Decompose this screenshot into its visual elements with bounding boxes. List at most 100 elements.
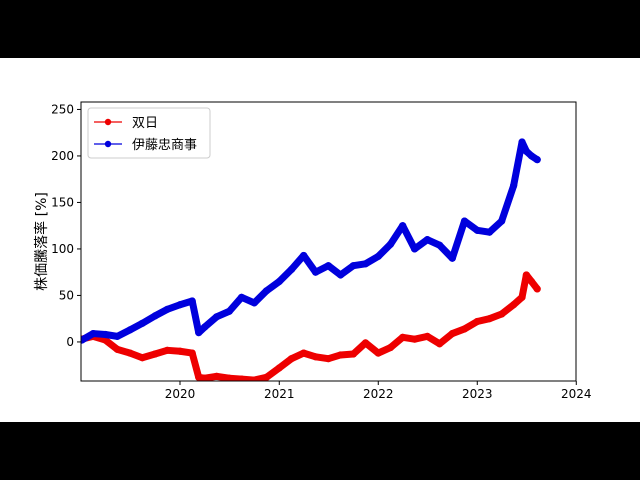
x-axis: 2020 2021 2022 2023 2024 — [165, 381, 592, 401]
data-point — [498, 310, 506, 318]
y-axis: 0 50 100 150 200 250 — [51, 102, 81, 349]
data-point — [435, 241, 444, 249]
data-point — [188, 297, 196, 305]
data-point — [262, 287, 271, 295]
data-point — [485, 315, 494, 323]
data-point — [287, 355, 296, 363]
data-point — [473, 226, 481, 234]
x-tick-label: 2024 — [561, 387, 592, 401]
data-point — [312, 268, 320, 276]
data-point — [225, 374, 233, 381]
data-point — [275, 364, 283, 372]
x-tick-label: 2023 — [462, 387, 493, 401]
data-point — [435, 340, 444, 348]
x-tick-label: 2022 — [363, 387, 394, 401]
data-point — [349, 350, 357, 358]
data-point — [460, 217, 469, 225]
y-axis-label: 株価騰落率 [%] — [33, 192, 50, 291]
data-point — [250, 376, 258, 381]
line-chart: 0 50 100 150 200 250 2020 2021 2022 2023 2024 株価騰… — [33, 101, 592, 401]
data-point — [361, 339, 370, 347]
data-point — [201, 323, 209, 331]
series-line — [81, 138, 541, 344]
data-point — [399, 222, 407, 230]
y-tick-label: 50 — [59, 288, 74, 302]
data-point — [527, 277, 536, 286]
legend-label: 双日 — [132, 116, 158, 131]
legend-label: 伊藤忠商事 — [132, 138, 197, 153]
legend-marker — [104, 118, 112, 126]
data-point — [89, 329, 97, 338]
data-point — [138, 319, 146, 327]
data-point — [213, 313, 221, 321]
data-point — [533, 285, 541, 293]
data-point — [237, 375, 246, 381]
data-point — [522, 147, 530, 155]
data-point — [201, 374, 209, 381]
data-point — [423, 332, 431, 340]
data-point — [518, 138, 526, 146]
x-tick-label: 2021 — [264, 387, 295, 401]
data-point — [374, 252, 382, 260]
data-point — [349, 262, 357, 270]
chart-canvas: 0 50 100 150 200 250 2020 2021 2022 2023 2024 株価騰… — [0, 58, 640, 422]
data-point — [518, 293, 526, 301]
data-point — [213, 372, 221, 380]
plot-area — [81, 138, 541, 381]
data-point — [300, 349, 308, 357]
data-point — [176, 347, 184, 355]
data-point — [336, 271, 345, 279]
data-point — [336, 351, 345, 359]
data-point — [510, 182, 518, 190]
data-point — [485, 228, 494, 236]
data-point — [361, 260, 370, 268]
data-point — [237, 293, 246, 301]
data-point — [287, 265, 296, 273]
data-point — [448, 254, 456, 262]
y-tick-label: 250 — [51, 102, 74, 116]
data-point — [225, 307, 233, 315]
data-point — [510, 301, 518, 309]
data-point — [163, 305, 171, 313]
data-point — [101, 330, 110, 339]
y-tick-label: 100 — [51, 242, 74, 256]
data-point — [176, 301, 184, 309]
data-point — [324, 262, 332, 270]
data-point — [195, 373, 203, 381]
data-point — [374, 349, 382, 357]
data-point — [113, 332, 121, 340]
data-point — [163, 346, 171, 354]
series-line — [81, 271, 541, 381]
y-tick-label: 200 — [51, 149, 74, 163]
data-point — [423, 236, 431, 244]
data-point — [113, 345, 121, 353]
legend-box — [87, 107, 211, 159]
data-point — [399, 333, 407, 341]
x-tick-label: 2020 — [165, 387, 196, 401]
data-point — [275, 277, 283, 286]
data-point — [473, 317, 481, 326]
data-point — [411, 245, 419, 253]
data-point — [312, 353, 320, 361]
data-point — [126, 349, 134, 357]
data-point — [411, 335, 419, 343]
series-1 — [81, 271, 541, 381]
data-point — [386, 240, 395, 248]
data-point — [195, 329, 203, 337]
data-point — [262, 373, 271, 381]
data-point — [188, 349, 196, 357]
data-point — [533, 156, 541, 164]
data-point — [81, 336, 86, 344]
data-point — [522, 271, 530, 279]
plot-frame — [80, 101, 577, 382]
y-tick-label: 0 — [66, 335, 74, 349]
data-point — [386, 343, 395, 352]
data-point — [460, 325, 469, 333]
data-point — [300, 251, 308, 260]
data-point — [151, 312, 159, 320]
data-point — [138, 354, 146, 362]
y-tick-label: 150 — [51, 195, 74, 209]
data-point — [324, 355, 332, 363]
data-point — [527, 152, 536, 160]
